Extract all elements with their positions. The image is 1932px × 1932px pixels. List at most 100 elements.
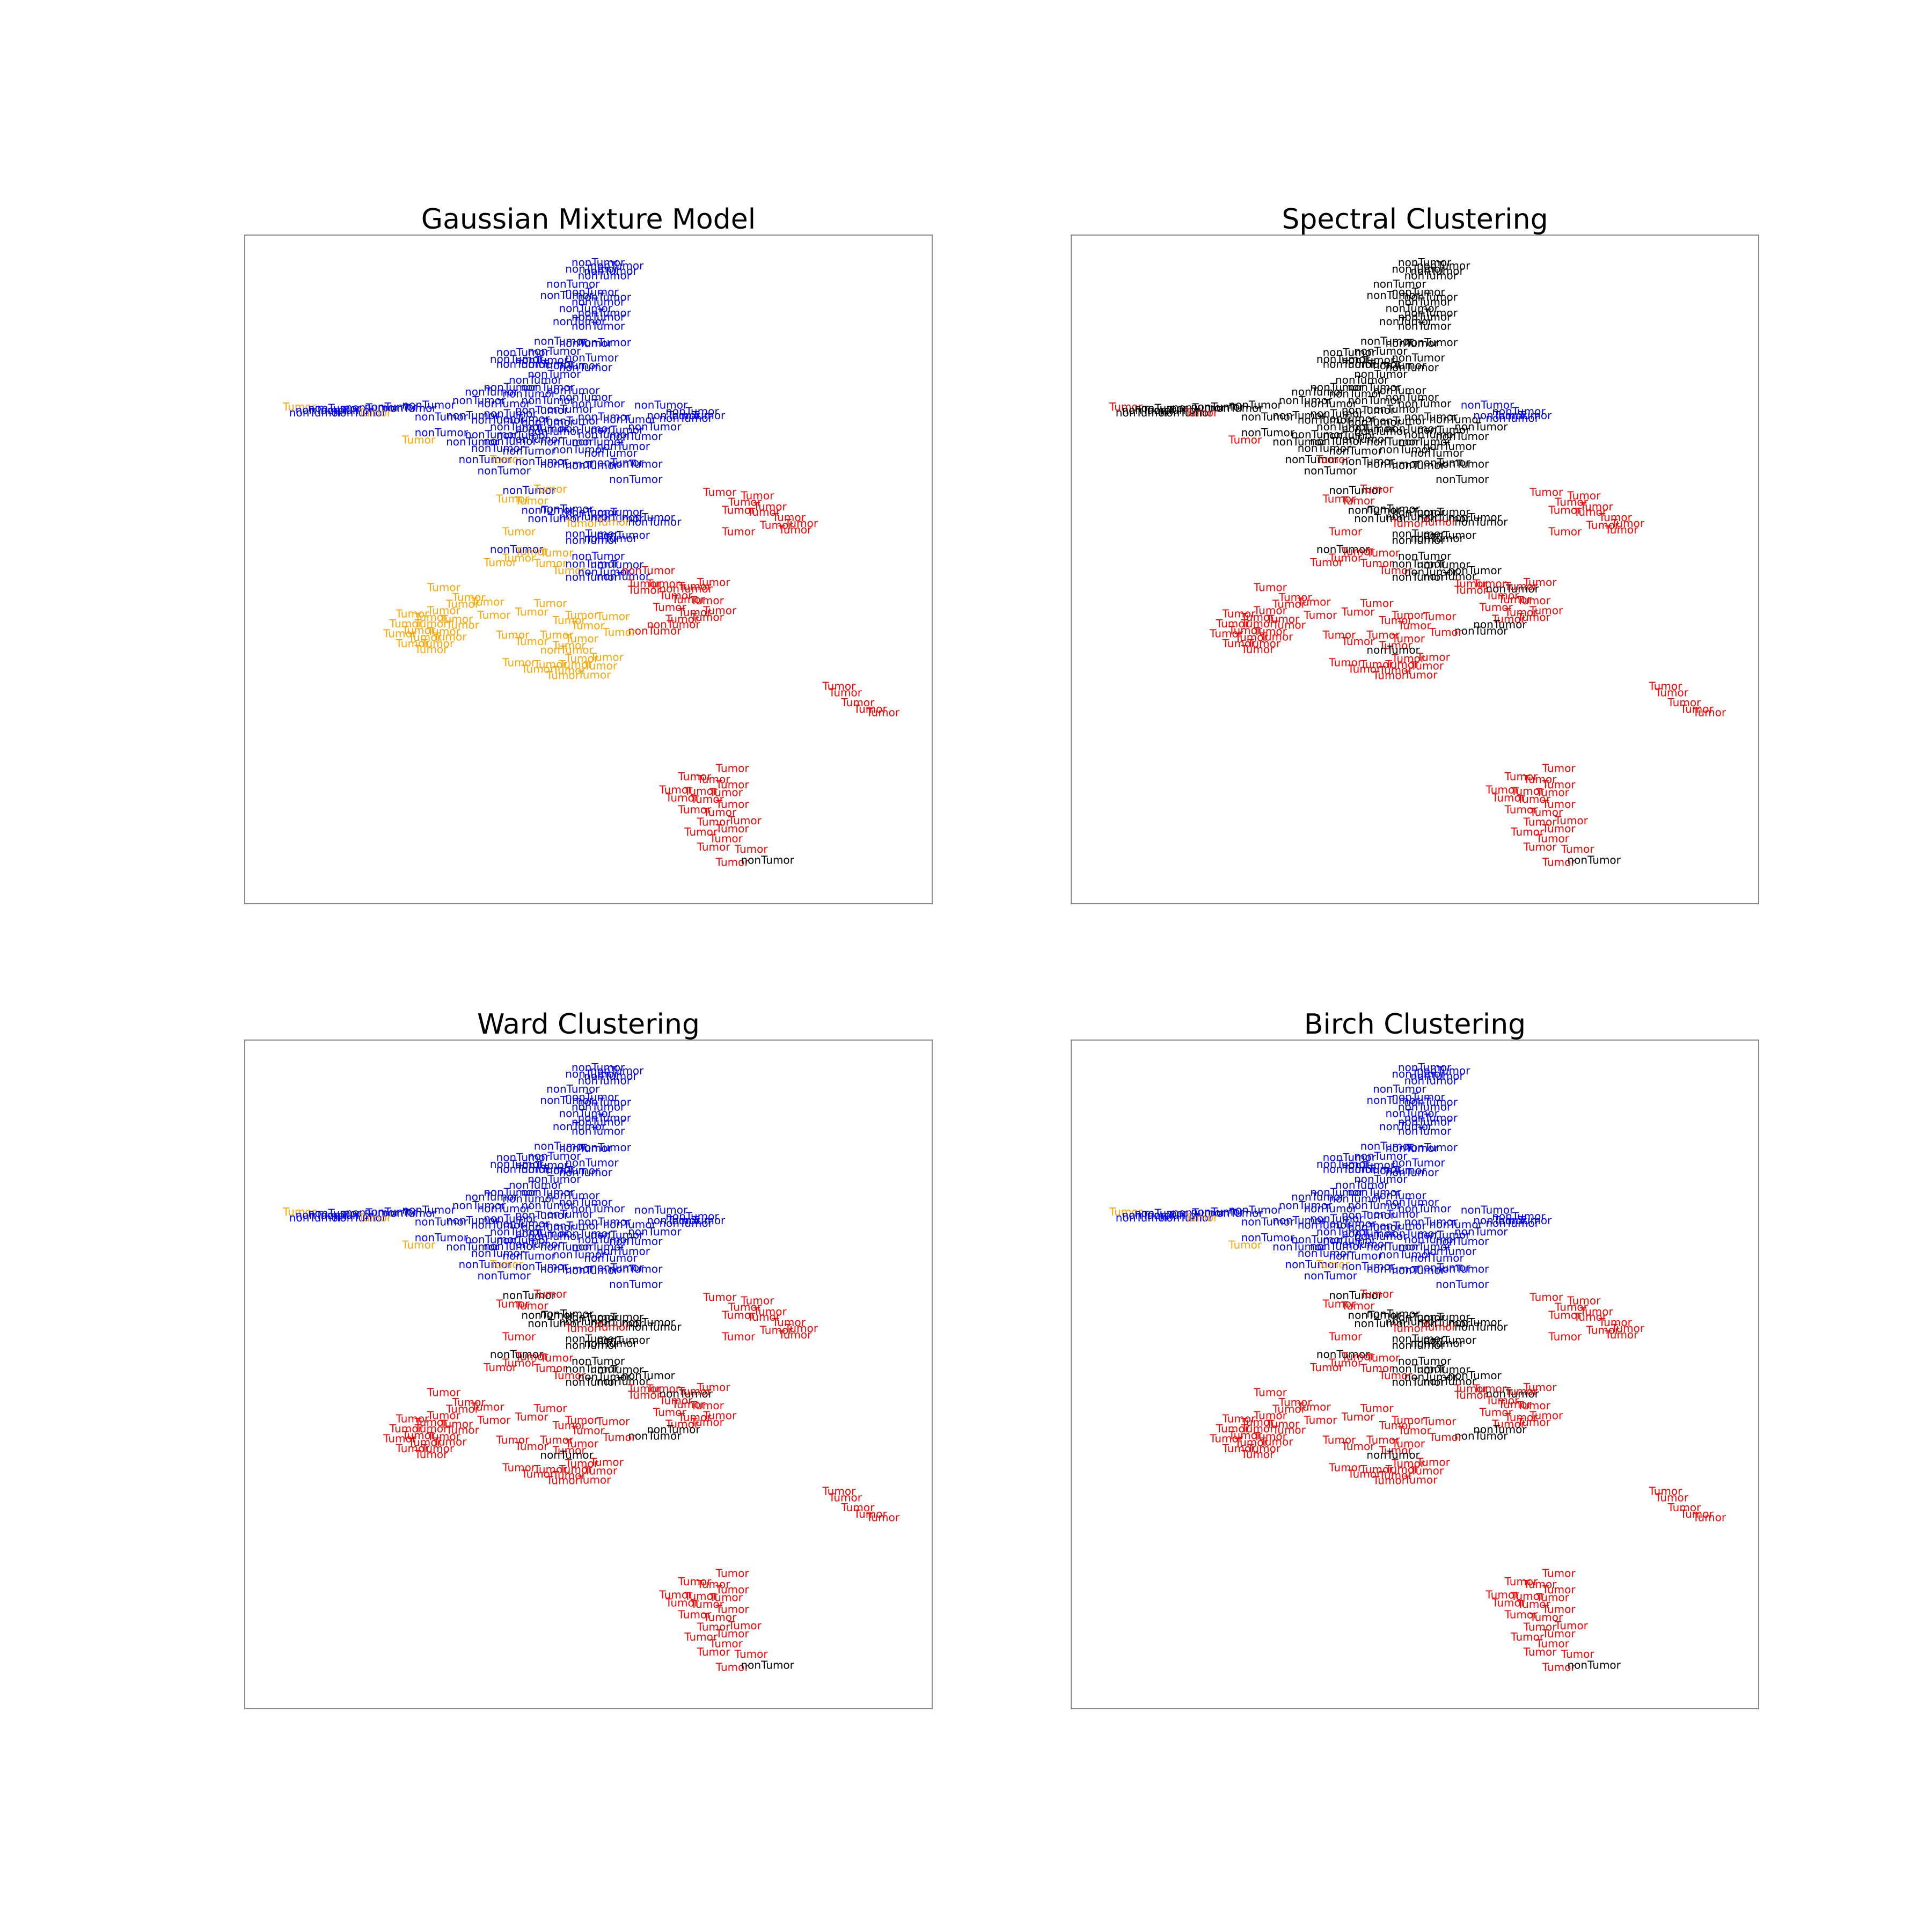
point-label: Tumor [427, 604, 461, 617]
point-label: Tumor [1241, 1422, 1275, 1435]
point-label: Tumor [565, 1414, 599, 1426]
point-label: nonTumor [320, 404, 374, 416]
point-label: nonTumor [1417, 506, 1470, 518]
point-label: Tumor [709, 1637, 743, 1650]
point-label: Tumor [1366, 546, 1400, 559]
point-label: nonTumor [415, 1216, 469, 1228]
point-label: Tumor [515, 545, 549, 558]
point-label: nonTumor [621, 564, 675, 577]
point-label: nonTumor [1335, 1179, 1389, 1191]
point-label: Tumor [357, 1211, 392, 1224]
point-label: nonTumor [452, 1199, 506, 1212]
point-label: Tumor [1529, 1409, 1563, 1422]
point-label: Tumor [471, 1401, 505, 1414]
point-label: nonTumor [647, 1423, 700, 1436]
point-label: nonTumor [1473, 1214, 1527, 1227]
point-label: Tumor [565, 632, 599, 645]
point-label: nonTumor [1342, 455, 1395, 468]
point-label: Tumor [1297, 1401, 1331, 1414]
point-label: Tumor [401, 1429, 436, 1441]
point-label: nonTumor [565, 527, 619, 540]
point-label: Tumor [784, 517, 818, 530]
point-label: nonTumor [1436, 430, 1489, 443]
point-label: nonTumor [1417, 1261, 1470, 1274]
point-label: Tumor [1328, 1330, 1363, 1343]
point-label: nonTumor [1404, 428, 1458, 441]
point-label: nonTumor [1486, 582, 1540, 595]
point-label: Tumor [1360, 1287, 1394, 1300]
point-label: nonTumor [1392, 527, 1445, 540]
point-label: Tumor [715, 1660, 750, 1673]
point-label: nonTumor [471, 1247, 525, 1260]
point-label: Tumor [1491, 1418, 1526, 1431]
point-label: Tumor [697, 840, 731, 853]
point-label: nonTumor [1423, 440, 1477, 453]
point-label: nonTumor [565, 1375, 619, 1388]
point-label: Tumor [515, 605, 549, 618]
point-label: nonTumor [528, 512, 581, 525]
point-label: nonTumor [540, 643, 594, 656]
point-label: Tumor [1548, 1330, 1582, 1343]
point-label: nonTumor [1386, 510, 1439, 523]
point-label: nonTumor [1417, 512, 1470, 525]
point-label: nonTumor [546, 1189, 600, 1202]
point-label: nonTumor [1386, 302, 1439, 315]
point-label: nonTumor [584, 1337, 638, 1350]
point-label: nonTumor [478, 1269, 531, 1282]
point-label: Tumor [389, 1422, 423, 1435]
point-label: nonTumor [1486, 1387, 1540, 1400]
point-label: nonTumor [496, 1217, 550, 1230]
point-label: nonTumor [1404, 1370, 1458, 1383]
point-label: Tumor [1366, 1433, 1400, 1446]
point-label: nonTumor [320, 1209, 374, 1221]
point-label: Tumor [1404, 1474, 1438, 1487]
point-label: nonTumor [565, 1332, 619, 1345]
point-label: Tumor [515, 1410, 549, 1423]
point-label: Tumor [1265, 613, 1300, 626]
scatter-svg: nonTumornonTumornonTumornonTumornonTumor… [282, 1061, 900, 1674]
point-label: Tumor [702, 1611, 737, 1623]
point-label: Tumor [1542, 1583, 1576, 1596]
point-label: nonTumor [1354, 425, 1408, 437]
point-label: nonTumor [546, 1219, 600, 1232]
point-label: Tumor [1309, 1361, 1344, 1374]
point-label: Tumor [383, 627, 417, 640]
point-label: Tumor [866, 706, 900, 719]
point-label: nonTumor [1285, 453, 1339, 466]
point-label: nonTumor [502, 387, 556, 400]
point-label: Tumor [1510, 825, 1545, 838]
point-label: Tumor [1379, 664, 1413, 677]
point-label: nonTumor [597, 440, 650, 453]
point-label: Tumor [715, 1567, 750, 1579]
point-label: Tumor [728, 814, 762, 827]
point-label: Tumor [1523, 773, 1557, 786]
point-label: Tumor [414, 617, 449, 630]
point-label: nonTumor [446, 1240, 500, 1253]
point-label: Tumor [515, 494, 549, 507]
point-label: nonTumor [521, 1163, 575, 1176]
point-label: Tumor [427, 1430, 461, 1443]
point-label: nonTumor [1398, 397, 1452, 410]
point-label: nonTumor [502, 1249, 556, 1262]
point-label: nonTumor [1342, 1260, 1395, 1273]
point-label: nonTumor [490, 420, 544, 433]
point-label: nonTumor [289, 1211, 343, 1224]
point-label: Tumor [515, 1299, 549, 1312]
point-label: nonTumor [628, 625, 682, 638]
point-label: Tumor [1479, 601, 1513, 613]
point-label: Tumor [1611, 517, 1645, 530]
point-label: Tumor [565, 609, 599, 621]
point-label: Tumor [1272, 619, 1306, 632]
point-label: Tumor [690, 793, 724, 806]
point-label: nonTumor [1323, 1151, 1377, 1164]
point-label: nonTumor [1417, 456, 1470, 469]
point-label: Tumor [1228, 1429, 1262, 1441]
point-label: nonTumor [553, 1248, 606, 1261]
point-label: nonTumor [502, 484, 556, 497]
point-label: nonTumor [1410, 265, 1464, 277]
point-label: nonTumor [1398, 320, 1452, 333]
point-label: nonTumor [1410, 1252, 1464, 1264]
point-label: nonTumor [1392, 1156, 1445, 1169]
point-label: nonTumor [1417, 1317, 1470, 1330]
point-label: Tumor [427, 1386, 461, 1399]
